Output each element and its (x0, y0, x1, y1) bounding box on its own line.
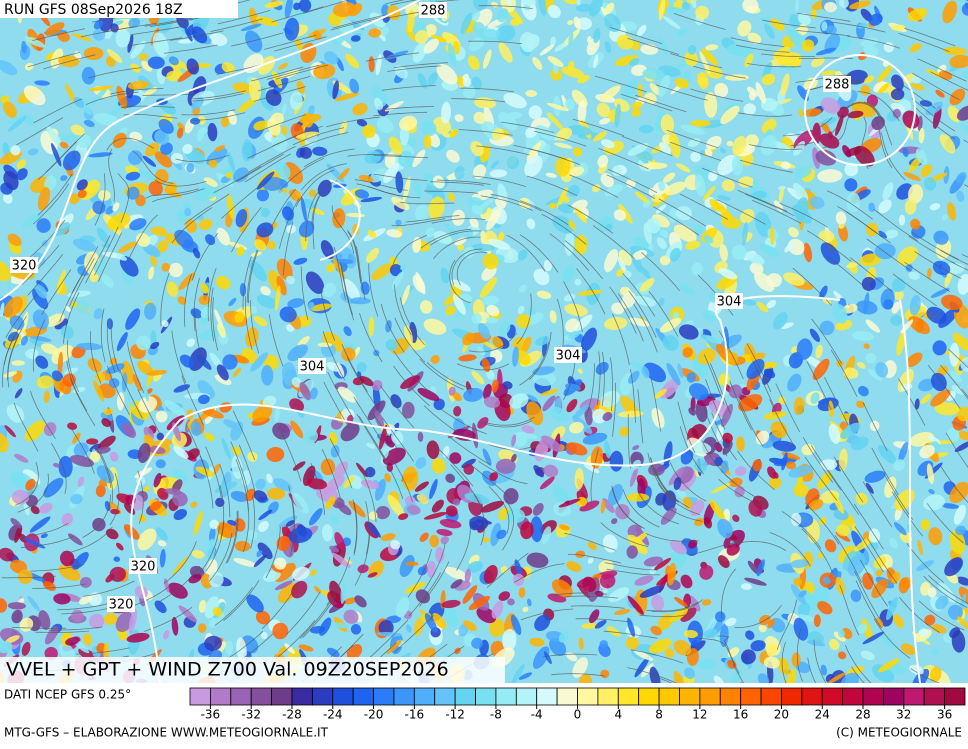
colorbar-swatch (578, 688, 598, 705)
colorbar-tick-label: -32 (241, 708, 261, 722)
run-label: RUN GFS 08Sep2026 18Z (4, 2, 183, 18)
colorbar-swatch (883, 688, 903, 705)
colorbar-swatch (924, 688, 944, 705)
field-patch (318, 343, 332, 347)
field-patch (84, 47, 104, 60)
colorbar-tick-label: -8 (490, 708, 502, 722)
colorbar-swatch (333, 688, 353, 705)
colorbar-tick-label: -24 (323, 708, 343, 722)
contour-label: 320 (131, 560, 156, 575)
colorbar-swatch (435, 688, 455, 705)
colorbar-tick-label: 28 (855, 708, 870, 722)
contour-label: 288 (825, 78, 850, 93)
colorbar-tick-label: 36 (937, 708, 952, 722)
colorbar-tick-label: 12 (692, 708, 707, 722)
colorbar-swatch (741, 688, 761, 705)
colorbar-tick-label: 4 (614, 708, 622, 722)
colorbar-swatch (843, 688, 863, 705)
colorbar-swatch (537, 688, 557, 705)
map-title: VVEL + GPT + WIND Z700 Val. 09Z20SEP2026 (6, 659, 449, 681)
contour-label: 320 (12, 259, 37, 274)
colorbar-swatch (455, 688, 475, 705)
colorbar-swatch (496, 688, 516, 705)
colorbar-swatch (353, 688, 373, 705)
colorbar-swatch (251, 688, 271, 705)
colorbar-swatch (272, 688, 292, 705)
colorbar-swatch (598, 688, 618, 705)
contour-label: 288 (421, 4, 446, 19)
colorbar-swatch (904, 688, 924, 705)
field-patch (12, 360, 25, 366)
colorbar-swatch (945, 688, 965, 705)
colorbar-swatch (374, 688, 394, 705)
colorbar-swatch (639, 688, 659, 705)
colorbar-swatch (761, 688, 781, 705)
colorbar-tick-label: 24 (815, 708, 830, 722)
colorbar-swatch (679, 688, 699, 705)
field-patch (482, 537, 490, 542)
contour-label: 320 (109, 598, 134, 613)
field-patch (639, 125, 654, 133)
colorbar-swatch (516, 688, 536, 705)
footer-left: MTG-GFS – ELABORAZIONE WWW.METEOGIORNALE… (4, 726, 329, 740)
colorbar-swatch (557, 688, 577, 705)
colorbar-tick-label: -4 (531, 708, 543, 722)
colorbar-tick-label: -20 (364, 708, 384, 722)
colorbar-swatch (414, 688, 434, 705)
colorbar-swatch (618, 688, 638, 705)
source-label: DATI NCEP GFS 0.25° (4, 688, 131, 702)
colorbar-swatch (231, 688, 251, 705)
field-patch (478, 29, 499, 41)
colorbar-swatch (802, 688, 822, 705)
field-patch (36, 218, 50, 233)
colorbar-swatch (700, 688, 720, 705)
colorbar-tick-label: 20 (774, 708, 789, 722)
colorbar-tick-label: 0 (574, 708, 582, 722)
colorbar-swatch (720, 688, 740, 705)
colorbar-swatch (822, 688, 842, 705)
colorbar-tick-label: -16 (405, 708, 425, 722)
colorbar-tick-label: -28 (282, 708, 302, 722)
colorbar-tick-label: -12 (445, 708, 465, 722)
field-patch (148, 57, 165, 69)
colorbar-tick-label: -36 (201, 708, 221, 722)
colorbar-swatch (863, 688, 883, 705)
colorbar-tick-label: 32 (896, 708, 911, 722)
field-patch (690, 120, 711, 127)
contour-label: 304 (717, 295, 742, 310)
colorbar-swatch (292, 688, 312, 705)
footer-right: (C) METEOGIORNALE (836, 726, 962, 740)
contour-label: 304 (556, 349, 581, 364)
colorbar-tick-label: 8 (655, 708, 663, 722)
colorbar-tick-label: 16 (733, 708, 748, 722)
field-patch (429, 535, 439, 548)
colorbar-swatch (312, 688, 332, 705)
colorbar-swatch (190, 688, 210, 705)
contour-label: 304 (300, 360, 325, 375)
colorbar-swatch (659, 688, 679, 705)
colorbar-swatch (476, 688, 496, 705)
colorbar-swatch (394, 688, 414, 705)
colorbar-swatch (781, 688, 801, 705)
colorbar-swatch (210, 688, 230, 705)
